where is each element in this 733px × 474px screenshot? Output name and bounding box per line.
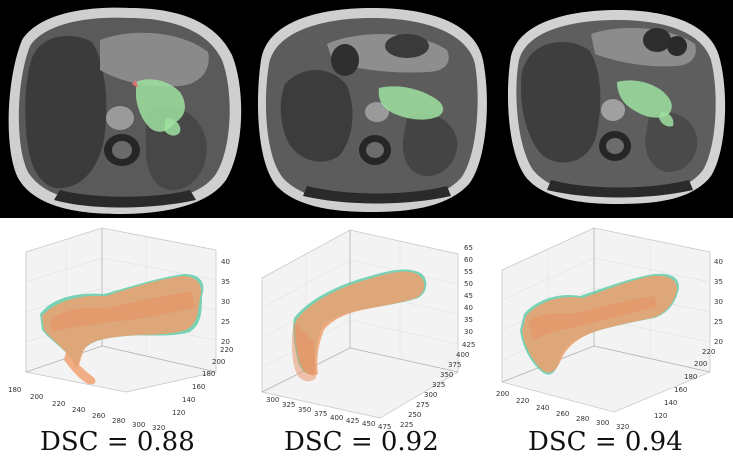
x-tick-labels: 300 325 350 375 400 425 450 475 <box>266 396 391 431</box>
y-tick: 425 <box>462 341 475 349</box>
segmentation-volume <box>291 269 427 382</box>
x-tick: 220 <box>52 400 65 408</box>
y-tick: 325 <box>432 381 445 389</box>
x-tick: 180 <box>8 386 21 394</box>
x-tick: 200 <box>496 390 509 398</box>
z-tick: 35 <box>714 278 723 286</box>
mri-strip <box>0 0 733 218</box>
y-tick-labels: 225 250 275 300 325 350 375 400 425 <box>400 341 475 429</box>
y-tick: 250 <box>408 411 421 419</box>
x-tick: 350 <box>298 406 311 414</box>
y-tick: 180 <box>684 373 697 381</box>
mri-slice-1 <box>0 0 244 218</box>
z-tick: 20 <box>221 338 230 346</box>
x-tick-labels: 200 220 240 260 280 300 320 <box>496 390 629 431</box>
x-tick: 425 <box>346 417 359 425</box>
z-tick: 65 <box>464 244 473 252</box>
z-tick: 25 <box>714 318 723 326</box>
z-tick: 25 <box>221 318 230 326</box>
y-tick: 140 <box>182 396 195 404</box>
y-tick: 400 <box>456 351 469 359</box>
y-tick: 375 <box>448 361 461 369</box>
y-tick: 220 <box>702 348 715 356</box>
z-tick-labels: 30 35 40 45 50 55 60 65 <box>464 244 473 336</box>
surface-plot-3: 200 220 240 260 280 300 320 120 140 160 … <box>496 227 723 431</box>
x-tick: 240 <box>536 404 549 412</box>
x-tick: 300 <box>596 419 609 427</box>
y-tick-labels: 120 140 160 180 200 220 <box>654 348 715 420</box>
z-tick: 45 <box>464 292 473 300</box>
z-tick: 50 <box>464 280 473 288</box>
dsc-caption: DSC = 0.94 <box>528 427 683 457</box>
x-tick: 240 <box>72 406 85 414</box>
z-tick: 35 <box>221 278 230 286</box>
axes-box <box>261 229 459 419</box>
y-tick: 120 <box>172 409 185 417</box>
x-tick: 475 <box>378 423 391 431</box>
z-tick: 20 <box>714 338 723 346</box>
x-tick: 450 <box>362 420 375 428</box>
x-tick: 320 <box>152 424 165 432</box>
segmentation-volume <box>40 274 204 385</box>
x-tick: 300 <box>132 421 145 429</box>
segmentation-overlay <box>136 79 185 132</box>
segmentation-overlay <box>617 80 672 118</box>
mri-slice-2 <box>247 0 497 218</box>
dsc-caption: DSC = 0.88 <box>40 427 195 457</box>
y-tick: 200 <box>212 358 225 366</box>
x-tick: 400 <box>330 414 343 422</box>
y-tick: 225 <box>400 421 413 429</box>
mri-slice-3 <box>499 0 733 218</box>
x-tick-labels: 180 200 220 240 260 280 300 320 <box>8 386 165 432</box>
y-tick: 220 <box>220 346 233 354</box>
x-tick: 320 <box>616 423 629 431</box>
z-tick: 60 <box>464 256 473 264</box>
surface-plot-2: 300 325 350 375 400 425 450 475 225 250 … <box>261 229 475 431</box>
x-tick: 300 <box>266 396 279 404</box>
x-tick: 260 <box>556 410 569 418</box>
x-tick: 220 <box>516 397 529 405</box>
segmentation-volume <box>520 273 679 375</box>
z-tick: 40 <box>464 304 473 312</box>
z-tick: 30 <box>464 328 473 336</box>
y-tick-labels: 120 140 160 180 200 220 <box>172 346 233 417</box>
y-tick: 200 <box>694 360 707 368</box>
x-tick: 260 <box>92 412 105 420</box>
segmentation-overlay <box>378 86 444 120</box>
y-tick: 180 <box>202 370 215 378</box>
y-tick: 275 <box>416 401 429 409</box>
z-tick: 35 <box>464 316 473 324</box>
surface-plot-1: 180 200 220 240 260 280 300 320 120 140 … <box>8 227 233 432</box>
z-tick: 40 <box>221 258 230 266</box>
y-tick: 160 <box>192 383 205 391</box>
x-tick: 325 <box>282 401 295 409</box>
z-tick-labels: 20 25 30 35 40 <box>221 258 230 346</box>
z-tick: 40 <box>714 258 723 266</box>
y-tick: 350 <box>440 371 453 379</box>
z-tick-labels: 20 25 30 35 40 <box>714 258 723 346</box>
x-tick: 280 <box>112 417 125 425</box>
y-tick: 160 <box>674 386 687 394</box>
x-tick: 375 <box>314 410 327 418</box>
dsc-caption: DSC = 0.92 <box>284 427 439 457</box>
y-tick: 120 <box>654 412 667 420</box>
z-tick: 55 <box>464 268 473 276</box>
z-tick: 30 <box>714 298 723 306</box>
x-tick: 200 <box>30 393 43 401</box>
x-tick: 280 <box>576 415 589 423</box>
y-tick: 300 <box>424 391 437 399</box>
y-tick: 140 <box>664 399 677 407</box>
z-tick: 30 <box>221 298 230 306</box>
